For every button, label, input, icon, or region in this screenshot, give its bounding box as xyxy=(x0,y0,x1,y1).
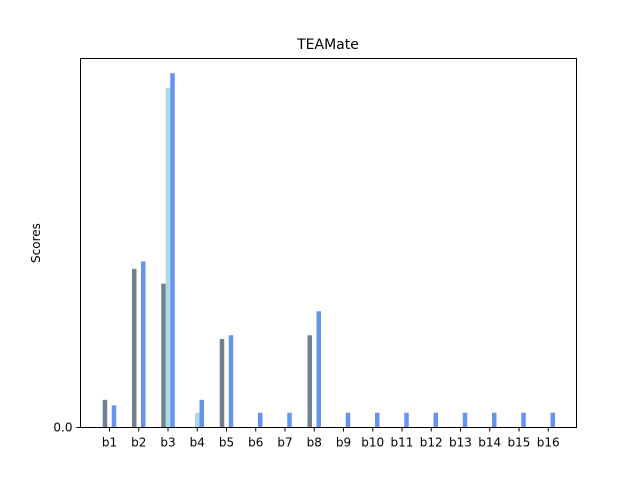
chart-title: TEAMate xyxy=(296,37,359,53)
x-tick-label: b4 xyxy=(190,436,205,450)
x-tick-label: b6 xyxy=(248,436,263,450)
x-tick-label: b13 xyxy=(449,436,472,450)
bar-series3-b12 xyxy=(433,412,438,428)
bar-series2-b3 xyxy=(165,88,171,428)
bar-series3-b7 xyxy=(287,412,292,428)
bar-series3-b10 xyxy=(375,412,380,428)
bar-series1-b5 xyxy=(219,338,225,428)
x-tick-label: b2 xyxy=(131,436,146,450)
bar-series3-b3 xyxy=(170,73,175,428)
bar-series3-b4 xyxy=(199,399,204,428)
y-ticks-group: 0.0 xyxy=(53,421,81,435)
y-axis-label: Scores xyxy=(29,223,43,263)
bars-group xyxy=(102,73,555,428)
bar-series3-b11 xyxy=(404,412,409,428)
bar-series3-b8 xyxy=(316,311,321,428)
x-tick-label: b8 xyxy=(307,436,322,450)
bar-series2-b4 xyxy=(195,412,200,428)
bar-series1-b1 xyxy=(102,399,108,428)
x-tick-label: b11 xyxy=(391,436,414,450)
x-tick-label: b3 xyxy=(160,436,175,450)
bar-series3-b1 xyxy=(111,405,117,428)
x-tick-label: b14 xyxy=(478,436,501,450)
x-tick-label: b16 xyxy=(537,436,560,450)
x-ticks-group: b1 b2 b3 b4 b5 b6 b7 b8 b9 b10 b11 b12 b13 b14 b15 b16 xyxy=(102,427,560,450)
bar-series3-b5 xyxy=(228,335,234,428)
bar-series1-b2 xyxy=(132,268,137,428)
plot-frame xyxy=(80,58,577,428)
bar-series3-b14 xyxy=(492,412,497,428)
bar-series1-b3 xyxy=(161,283,166,428)
x-tick-label: b1 xyxy=(102,436,117,450)
bar-series3-b2 xyxy=(141,261,146,428)
y-tick-label: 0.0 xyxy=(53,421,72,435)
x-tick-label: b9 xyxy=(336,436,351,450)
bar-series3-b15 xyxy=(521,412,526,428)
x-tick-label: b12 xyxy=(420,436,443,450)
x-tick-label: b7 xyxy=(277,436,292,450)
x-tick-label: b10 xyxy=(361,436,384,450)
bar-series3-b13 xyxy=(462,412,468,428)
bar-series3-b9 xyxy=(345,412,351,428)
x-tick-label: b5 xyxy=(219,436,234,450)
bar-series3-b6 xyxy=(258,412,263,428)
bar-series1-b8 xyxy=(307,335,312,428)
x-tick-label: b15 xyxy=(508,436,531,450)
bar-series3-b16 xyxy=(550,412,555,428)
